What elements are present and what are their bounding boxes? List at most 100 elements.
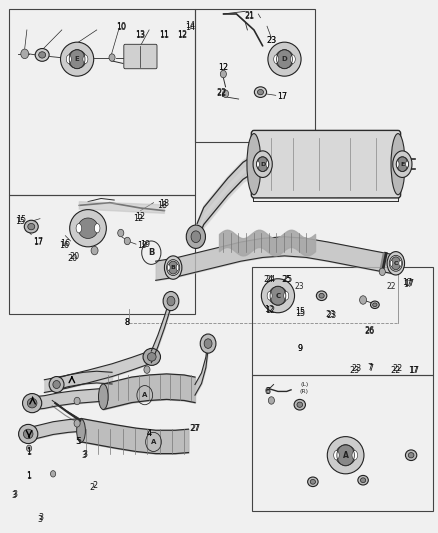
Ellipse shape (261, 279, 294, 313)
Text: 22: 22 (387, 281, 396, 290)
Ellipse shape (387, 252, 405, 275)
Text: 15: 15 (16, 215, 26, 224)
Ellipse shape (310, 479, 315, 484)
Ellipse shape (290, 55, 295, 63)
Ellipse shape (406, 161, 409, 167)
Ellipse shape (76, 223, 81, 233)
Polygon shape (79, 201, 164, 213)
Circle shape (268, 397, 275, 404)
Text: D: D (282, 56, 287, 62)
Text: 26: 26 (364, 326, 374, 335)
Ellipse shape (334, 450, 339, 460)
Bar (10, 195, 195, 314)
Text: 22: 22 (392, 364, 402, 373)
Text: B: B (148, 248, 155, 257)
Ellipse shape (360, 478, 366, 482)
Text: 14: 14 (186, 21, 196, 30)
Text: 13: 13 (135, 30, 145, 39)
Text: 15: 15 (15, 217, 25, 226)
Text: B: B (171, 265, 176, 270)
Text: 23: 23 (327, 311, 337, 320)
Text: 12: 12 (218, 63, 229, 71)
Text: 8: 8 (125, 318, 130, 327)
Text: 24: 24 (264, 275, 274, 284)
Ellipse shape (393, 151, 412, 177)
Bar (10, 9, 195, 195)
Text: 4: 4 (147, 430, 152, 439)
Ellipse shape (390, 261, 393, 266)
Ellipse shape (35, 49, 49, 61)
Text: 14: 14 (186, 23, 196, 32)
Text: 21: 21 (244, 12, 254, 21)
Text: 1: 1 (27, 447, 32, 456)
Ellipse shape (358, 475, 368, 485)
Circle shape (360, 296, 367, 304)
Text: 23: 23 (325, 310, 336, 319)
Bar (195, 9, 315, 142)
Ellipse shape (53, 381, 60, 389)
Ellipse shape (68, 50, 86, 69)
Text: (L): (L) (300, 382, 308, 387)
Ellipse shape (399, 261, 402, 266)
Ellipse shape (18, 424, 38, 443)
Text: 5: 5 (76, 438, 81, 447)
Ellipse shape (27, 398, 37, 408)
Text: 20: 20 (68, 254, 78, 263)
Text: 24: 24 (265, 275, 275, 284)
Circle shape (144, 366, 150, 373)
Ellipse shape (253, 151, 272, 177)
Text: 3: 3 (81, 451, 86, 460)
Text: 12: 12 (264, 304, 274, 313)
Ellipse shape (167, 296, 175, 306)
Ellipse shape (22, 393, 42, 413)
Text: 3: 3 (82, 450, 87, 459)
Circle shape (74, 397, 80, 405)
Ellipse shape (297, 402, 303, 407)
Ellipse shape (168, 261, 178, 274)
Text: 12: 12 (135, 212, 145, 221)
FancyBboxPatch shape (251, 131, 401, 198)
Ellipse shape (70, 209, 106, 247)
Circle shape (124, 237, 131, 245)
Text: 17: 17 (404, 279, 414, 288)
Text: 1: 1 (27, 448, 32, 457)
Text: 20: 20 (69, 253, 79, 261)
Circle shape (91, 246, 98, 255)
Ellipse shape (336, 445, 356, 465)
Text: 22: 22 (391, 366, 401, 375)
Ellipse shape (163, 292, 179, 311)
Text: 12: 12 (177, 31, 187, 40)
Ellipse shape (373, 303, 377, 306)
Text: 22: 22 (216, 87, 226, 96)
Ellipse shape (186, 225, 205, 248)
Text: 2: 2 (92, 481, 97, 490)
Text: 27: 27 (190, 424, 200, 433)
Ellipse shape (247, 134, 261, 195)
Ellipse shape (191, 231, 201, 243)
Text: 22: 22 (216, 89, 226, 98)
Text: 23: 23 (349, 366, 360, 375)
Text: 15: 15 (296, 309, 306, 318)
Text: 23: 23 (266, 36, 276, 45)
Text: 12: 12 (133, 214, 143, 223)
Text: 19: 19 (138, 241, 148, 250)
Text: 8: 8 (125, 318, 130, 327)
Text: 17: 17 (408, 366, 418, 375)
Text: 21: 21 (244, 11, 254, 20)
Ellipse shape (176, 265, 179, 270)
Text: 3: 3 (11, 490, 16, 499)
Circle shape (220, 70, 226, 78)
Ellipse shape (396, 161, 399, 167)
Ellipse shape (258, 157, 268, 172)
Ellipse shape (24, 220, 38, 233)
Text: 6: 6 (265, 387, 270, 396)
Text: 23: 23 (295, 281, 304, 290)
Text: 18: 18 (159, 199, 170, 208)
Text: 27: 27 (191, 424, 201, 433)
Ellipse shape (99, 384, 108, 409)
Ellipse shape (167, 265, 170, 270)
Text: 26: 26 (364, 327, 374, 336)
Ellipse shape (408, 453, 414, 458)
Ellipse shape (143, 349, 160, 366)
Text: D: D (260, 161, 265, 167)
